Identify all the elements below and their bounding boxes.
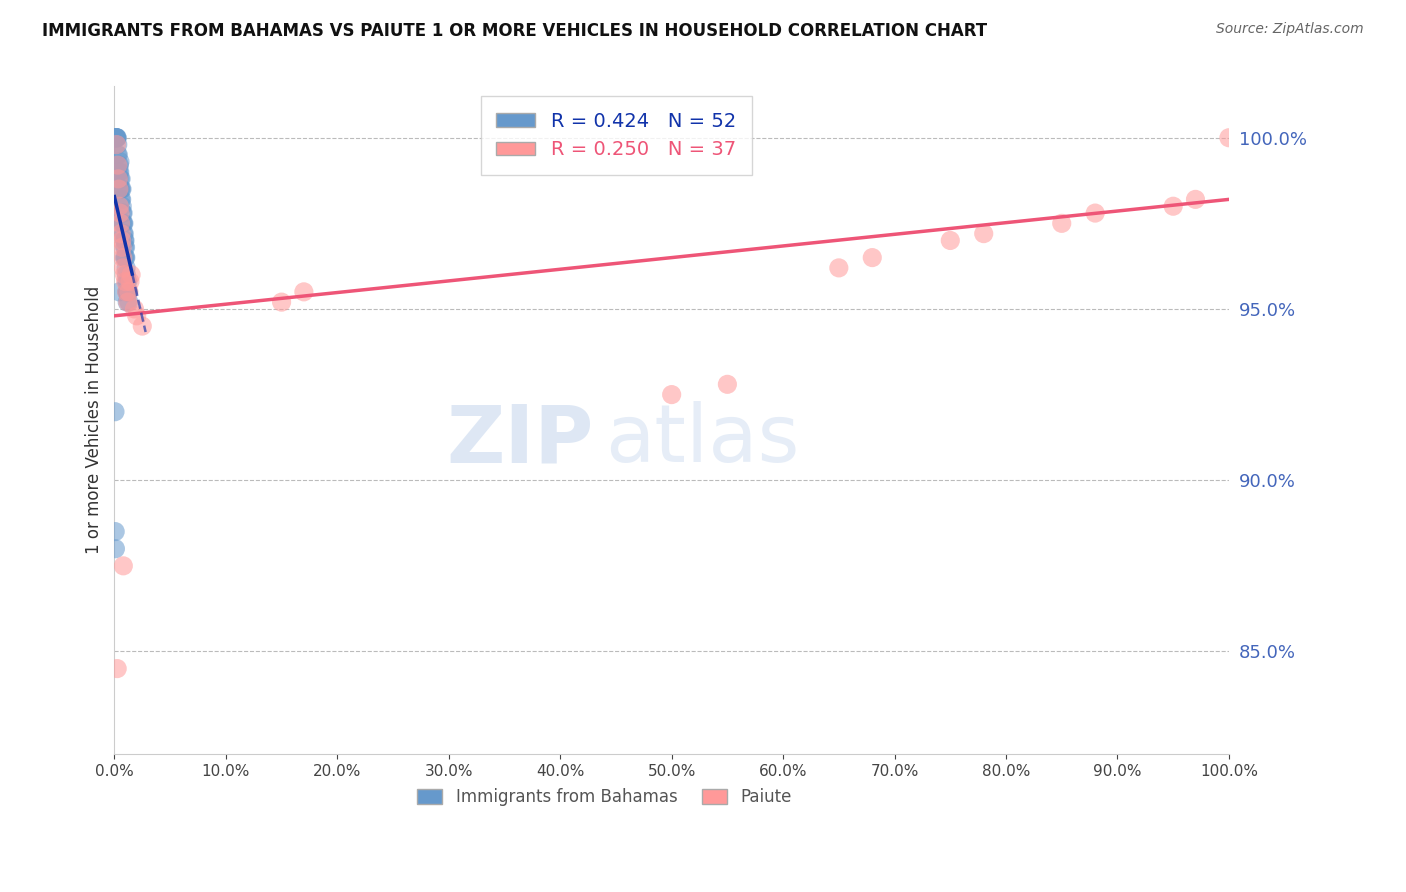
Point [104, 524, 127, 539]
Point [114, 268, 136, 282]
Point [114, 251, 136, 265]
Point [112, 260, 135, 275]
Point [107, 148, 129, 162]
Point [115, 285, 138, 299]
Text: Source: ZipAtlas.com: Source: ZipAtlas.com [1216, 22, 1364, 37]
Point [105, 137, 128, 152]
Point [110, 227, 132, 241]
Point [111, 206, 134, 220]
Point [118, 295, 141, 310]
Point [112, 216, 135, 230]
Point [115, 260, 138, 275]
Point [112, 206, 135, 220]
Point [661, 387, 683, 401]
Point [112, 558, 135, 573]
Point [108, 165, 131, 179]
Point [104, 541, 127, 556]
Point [108, 206, 131, 220]
Point [117, 285, 139, 299]
Point [111, 240, 134, 254]
Point [117, 285, 139, 299]
Point [115, 285, 138, 299]
Point [112, 227, 135, 241]
Point [110, 171, 132, 186]
Point [125, 309, 148, 323]
Point [108, 182, 131, 196]
Point [1184, 193, 1206, 207]
Point [939, 234, 962, 248]
Point [107, 171, 129, 186]
Point [107, 158, 129, 172]
Y-axis label: 1 or more Vehicles in Household: 1 or more Vehicles in Household [86, 286, 103, 555]
Point [105, 130, 128, 145]
Point [108, 165, 131, 179]
Point [124, 301, 146, 316]
Point [107, 137, 129, 152]
Point [973, 227, 995, 241]
Point [114, 275, 136, 289]
Point [131, 319, 153, 334]
Point [110, 182, 132, 196]
Point [111, 251, 134, 265]
Point [828, 260, 851, 275]
Point [107, 158, 129, 172]
Point [105, 130, 128, 145]
Point [108, 171, 131, 186]
Point [716, 377, 738, 392]
Point [118, 285, 141, 299]
Point [117, 275, 139, 289]
Point [114, 234, 136, 248]
Point [115, 275, 138, 289]
Point [111, 234, 134, 248]
Point [111, 182, 134, 196]
Point [111, 216, 134, 230]
Point [114, 251, 136, 265]
Point [105, 130, 128, 145]
Point [1218, 130, 1240, 145]
Point [1050, 216, 1073, 230]
Point [111, 193, 134, 207]
Point [1084, 206, 1107, 220]
Legend: Immigrants from Bahamas, Paiute: Immigrants from Bahamas, Paiute [411, 781, 799, 813]
Point [860, 251, 883, 265]
Point [292, 285, 315, 299]
Point [108, 158, 131, 172]
Text: ZIP: ZIP [446, 401, 593, 479]
Point [108, 285, 131, 299]
Point [110, 216, 132, 230]
Point [114, 251, 136, 265]
Point [115, 295, 138, 310]
Point [120, 268, 142, 282]
Point [110, 182, 132, 196]
Point [104, 405, 127, 419]
Point [117, 295, 139, 310]
Point [107, 148, 129, 162]
Text: IMMIGRANTS FROM BAHAMAS VS PAIUTE 1 OR MORE VEHICLES IN HOUSEHOLD CORRELATION CH: IMMIGRANTS FROM BAHAMAS VS PAIUTE 1 OR M… [42, 22, 987, 40]
Point [115, 268, 138, 282]
Point [110, 193, 132, 207]
Point [107, 171, 129, 186]
Point [114, 240, 136, 254]
Point [114, 234, 136, 248]
Point [108, 182, 131, 196]
Point [108, 199, 131, 213]
Point [270, 295, 292, 310]
Point [105, 662, 128, 676]
Point [104, 130, 127, 145]
Point [112, 216, 135, 230]
Point [104, 130, 127, 145]
Point [108, 154, 131, 169]
Point [118, 275, 141, 289]
Point [112, 227, 135, 241]
Text: atlas: atlas [605, 401, 799, 479]
Point [111, 199, 134, 213]
Point [105, 130, 128, 145]
Point [105, 130, 128, 145]
Point [114, 240, 136, 254]
Point [1161, 199, 1184, 213]
